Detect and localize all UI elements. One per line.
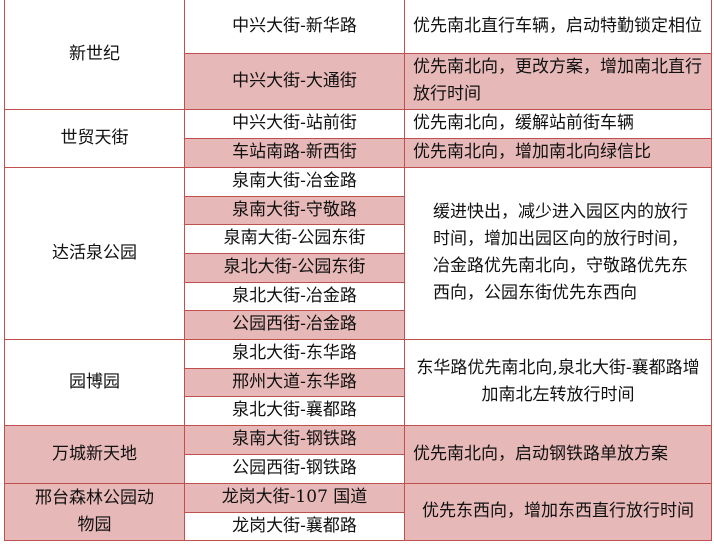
intersection-cell: 泉北大街-公园东街 (184, 252, 405, 283)
area-cell: 新世纪 (4, 0, 185, 110)
intersection-cell: 龙岗大街-襄都路 (184, 511, 405, 541)
intersection-cell: 中兴大街-站前街 (184, 108, 405, 139)
intersection-cell: 龙岗大街-107 国道 (184, 482, 405, 513)
intersection-cell: 泉南大街-冶金路 (184, 166, 405, 197)
intersection-cell: 中兴大街-大通街 (184, 52, 405, 110)
measure-cell: 东华路优先南北向,泉北大街-襄都路增加南北左转放行时间 (404, 338, 712, 426)
area-cell: 邢台森林公园动物园 (4, 482, 185, 541)
measure-cell: 优先南北直行车辆，启动特勤锁定相位 (404, 0, 712, 54)
intersection-cell: 泉南大街-守敬路 (184, 195, 405, 225)
intersection-cell: 泉北大街-襄都路 (184, 395, 405, 426)
measure-cell: 缓进快出，减少进入园区内的放行时间，增加出园区向的放行时间，冶金路优先南北向，守… (404, 166, 712, 340)
measure-cell: 优先南北向，更改方案，增加南北直行放行时间 (404, 52, 712, 110)
intersection-cell: 泉北大街-冶金路 (184, 281, 405, 311)
intersection-cell: 泉南大街-钢铁路 (184, 424, 405, 455)
measure-cell: 优先东西向，增加东西直行放行时间 (404, 482, 712, 541)
intersection-cell: 车站南路-新西街 (184, 137, 405, 168)
traffic-measures-table: 新世纪 中兴大街-新华路 优先南北直行车辆，启动特勤锁定相位 中兴大街-大通街 … (4, 0, 712, 541)
area-cell: 达活泉公园 (4, 166, 185, 340)
intersection-cell: 中兴大街-新华路 (184, 0, 405, 54)
area-cell: 园博园 (4, 338, 185, 426)
area-cell: 万城新天地 (4, 424, 185, 484)
intersection-cell: 泉北大街-东华路 (184, 338, 405, 369)
measure-cell: 优先南北向，增加南北向绿信比 (404, 137, 712, 168)
intersection-cell: 公园西街-冶金路 (184, 309, 405, 340)
intersection-cell: 泉南大街-公园东街 (184, 223, 405, 254)
intersection-cell: 邢州大道-东华路 (184, 367, 405, 397)
area-cell: 世贸天街 (4, 108, 185, 168)
measure-cell: 优先南北向，缓解站前街车辆 (404, 108, 712, 139)
measure-cell: 优先南北向，启动钢铁路单放方案 (404, 424, 712, 484)
intersection-cell: 公园西街-钢铁路 (184, 453, 405, 484)
